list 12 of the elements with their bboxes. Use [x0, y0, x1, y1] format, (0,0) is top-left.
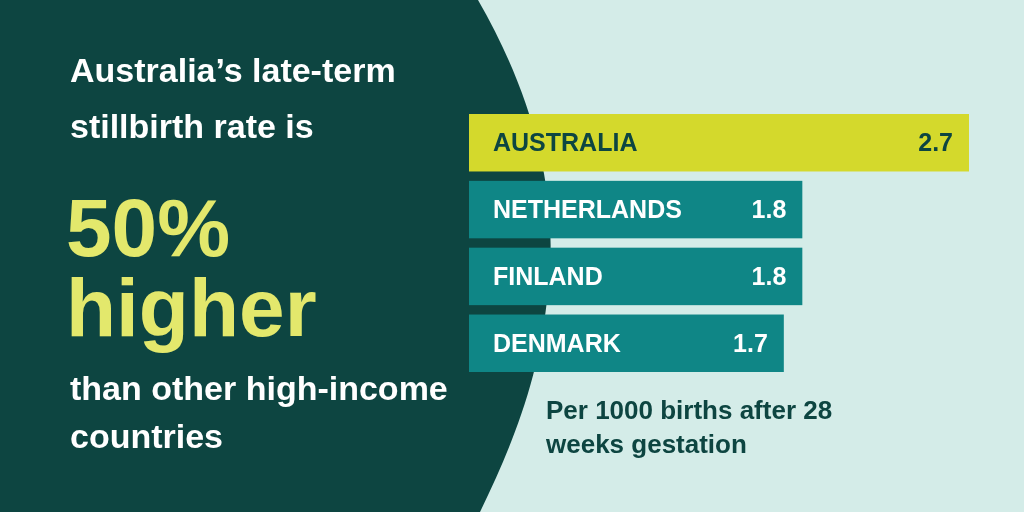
text: 50% higher [66, 182, 317, 353]
data-label: 1.7 [733, 329, 768, 358]
y-tick-label: FINLAND [493, 262, 603, 291]
text: than other high-income countries [70, 369, 448, 455]
text: Per 1000 births after 28 weeks gestation [545, 395, 833, 459]
data-label: 1.8 [751, 195, 787, 224]
chart-title: Australia’s late-term stillbirth rate is [70, 51, 396, 145]
y-tick-label: NETHERLANDS [493, 195, 682, 224]
y-tick-label: AUSTRALIA [493, 128, 638, 157]
data-label: 2.7 [918, 128, 953, 157]
data-label: 1.8 [751, 262, 787, 291]
y-tick-label: DENMARK [493, 329, 621, 358]
